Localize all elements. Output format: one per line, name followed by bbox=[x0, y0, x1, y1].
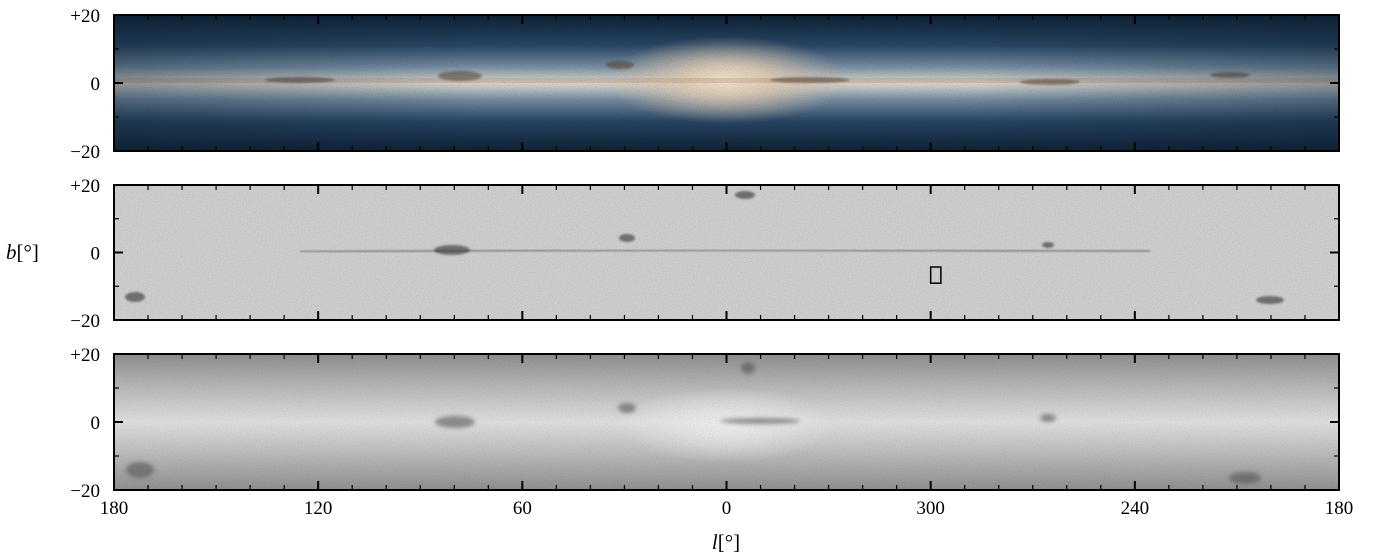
y-tick-label: −20 bbox=[70, 481, 100, 502]
y-tick-label: −20 bbox=[70, 311, 100, 332]
region-marker-box bbox=[929, 266, 942, 284]
panel-1-image bbox=[114, 15, 1339, 151]
panel-3-image bbox=[114, 354, 1339, 490]
x-tick-label: 300 bbox=[916, 498, 945, 519]
y-axis-label: b[°] bbox=[6, 240, 39, 264]
panel-2-image bbox=[114, 185, 1339, 320]
y-tick-label: +20 bbox=[70, 6, 100, 27]
x-tick-label: 240 bbox=[1121, 498, 1150, 519]
x-tick-label: 0 bbox=[722, 498, 732, 519]
x-axis-label: l[°] bbox=[712, 530, 740, 554]
y-tick-label: 0 bbox=[91, 413, 101, 434]
x-tick-label: 180 bbox=[1325, 498, 1354, 519]
y-tick-label: +20 bbox=[70, 176, 100, 197]
x-tick-label: 120 bbox=[304, 498, 333, 519]
y-tick-label: 0 bbox=[91, 244, 101, 265]
y-tick-label: −20 bbox=[70, 142, 100, 163]
y-tick-label: 0 bbox=[91, 74, 101, 95]
x-tick-label: 60 bbox=[513, 498, 532, 519]
y-tick-label: +20 bbox=[70, 345, 100, 366]
x-tick-label: 180 bbox=[100, 498, 129, 519]
